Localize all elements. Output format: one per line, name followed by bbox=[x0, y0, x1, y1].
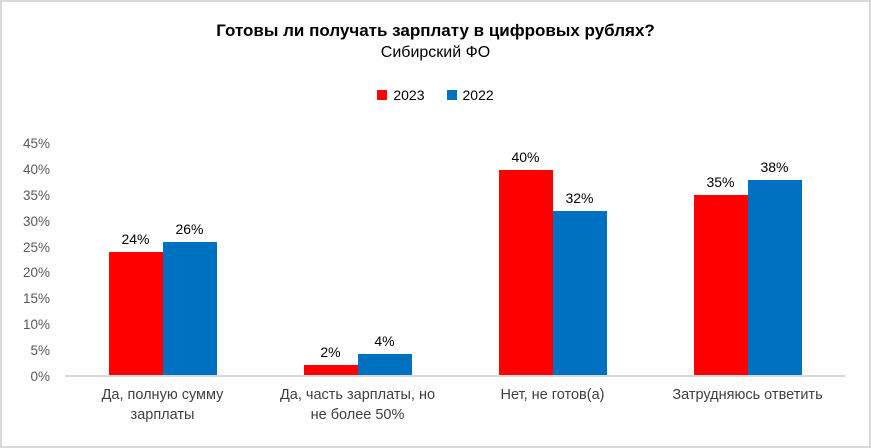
bar-value-label: 35% bbox=[706, 174, 735, 190]
category-label: Да, часть зарплаты, но не более 50% bbox=[260, 385, 455, 425]
category-label-line: Да, часть зарплаты, но bbox=[279, 387, 436, 403]
bar-value-label: 40% bbox=[511, 149, 540, 165]
bar-2023 bbox=[693, 195, 748, 375]
legend-label: 2022 bbox=[462, 87, 494, 103]
category-label: Нет, не готов(а) bbox=[455, 385, 650, 425]
y-axis: 0% 5% 10% 15% 20% 25% 30% 35% 40% 45% bbox=[2, 136, 50, 384]
bar-column-2022: 32% bbox=[552, 190, 607, 375]
bar-column-2023: 2% bbox=[303, 344, 358, 375]
category-label-line: Затрудняюсь ответить bbox=[672, 387, 823, 403]
bar-2023 bbox=[498, 170, 553, 375]
bar-column-2022: 4% bbox=[357, 333, 412, 375]
plot-area: 24% 26% 2% 4% 40% 32% 35% 38% bbox=[65, 144, 845, 377]
y-tick-label: 10% bbox=[22, 317, 50, 333]
bar-2022 bbox=[162, 242, 217, 375]
y-tick-label: 25% bbox=[22, 239, 50, 255]
bar-value-label: 38% bbox=[760, 159, 789, 175]
legend-item-2023: 2023 bbox=[377, 87, 425, 103]
y-tick-label: 35% bbox=[22, 187, 50, 203]
y-tick-label: 0% bbox=[30, 369, 50, 384]
category-label: Да, полную сумму зарплаты bbox=[65, 385, 260, 425]
category-label-line: Да, полную сумму bbox=[101, 387, 224, 403]
bar-value-label: 24% bbox=[121, 231, 150, 247]
y-tick-label: 30% bbox=[22, 213, 50, 229]
y-tick-label: 15% bbox=[22, 291, 50, 307]
category-group: 24% 26% bbox=[65, 144, 260, 375]
y-tick-label: 5% bbox=[30, 343, 50, 359]
legend: 2023 2022 bbox=[2, 87, 869, 103]
legend-label: 2023 bbox=[393, 87, 425, 103]
y-tick-label: 45% bbox=[22, 136, 50, 151]
bar-2022 bbox=[357, 354, 412, 375]
legend-swatch-icon bbox=[446, 90, 457, 100]
bar-2022 bbox=[552, 211, 607, 375]
bar-value-label: 4% bbox=[374, 333, 395, 349]
plot-row: 0% 5% 10% 15% 20% 25% 30% 35% 40% 45% 24% 26% 2% 4% 4… bbox=[2, 136, 869, 384]
bar-column-2022: 26% bbox=[162, 221, 217, 375]
bar-column-2023: 40% bbox=[498, 149, 553, 375]
category-group: 35% 38% bbox=[650, 144, 845, 375]
bar-column-2023: 35% bbox=[693, 174, 748, 375]
bar-2023 bbox=[108, 252, 163, 375]
y-tick-label: 40% bbox=[22, 161, 50, 177]
chart-title: Готовы ли получать зарплату в цифровых р… bbox=[216, 21, 655, 40]
legend-item-2022: 2022 bbox=[446, 87, 494, 103]
bar-2023 bbox=[303, 365, 358, 375]
legend-swatch-icon bbox=[377, 90, 388, 100]
bar-column-2022: 38% bbox=[747, 159, 802, 375]
category-label-line: зарплаты bbox=[130, 407, 195, 423]
x-axis-labels: Да, полную сумму зарплаты Да, часть зарпла… bbox=[65, 385, 845, 425]
category-group: 2% 4% bbox=[260, 144, 455, 375]
bar-value-label: 32% bbox=[565, 190, 594, 206]
bar-value-label: 2% bbox=[320, 344, 341, 360]
bar-value-label: 26% bbox=[175, 221, 204, 237]
chart-subtitle: Сибирский ФО bbox=[380, 44, 491, 61]
category-label-line: не более 50% bbox=[310, 407, 405, 423]
category-group: 40% 32% bbox=[455, 144, 650, 375]
category-label: Затрудняюсь ответить bbox=[650, 385, 845, 425]
bar-2022 bbox=[747, 180, 802, 375]
bar-column-2023: 24% bbox=[108, 231, 163, 375]
category-label-line: Нет, не готов(а) bbox=[500, 387, 605, 403]
y-tick-label: 20% bbox=[22, 265, 50, 281]
